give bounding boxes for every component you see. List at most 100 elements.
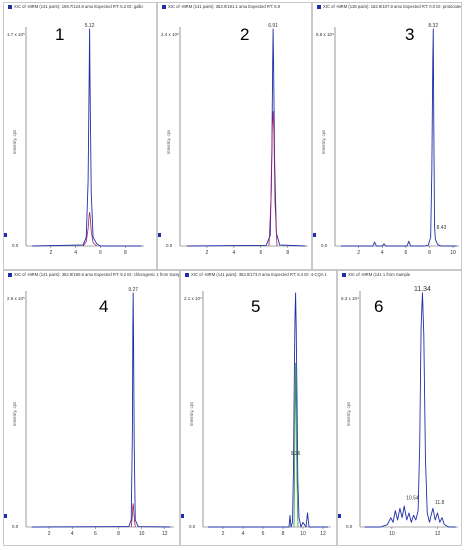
x-tick-label: 4 — [74, 250, 77, 256]
legend-square-icon — [185, 272, 189, 277]
chromatogram-trace-signal — [186, 28, 306, 247]
y-max-label: 6.3 x 10⁴ — [341, 296, 359, 301]
x-tick-label: 12 — [162, 531, 168, 537]
chromatogram-trace-overlay_green — [293, 362, 299, 528]
axis-marker-icon — [158, 233, 161, 237]
x-tick-label: 6 — [99, 250, 102, 256]
plot-area: 2 4 6 8 10 12 9.27 — [25, 287, 174, 537]
panel-title-text: XIC of -MRM (141 pairs): 352.9/190.8 amu… — [14, 272, 180, 277]
chart-panel-5: XIC of -MRM (141 pairs): 353.0/173.0 amu… — [180, 270, 337, 546]
x-tick-label: 6 — [259, 250, 262, 256]
peak-label: 11.34 — [414, 286, 431, 293]
axis-marker-icon — [338, 514, 341, 518]
panel-title: XIC of -MRM (141 pairs): 169.7/124.8 amu… — [8, 4, 143, 9]
peak-label: 11.8 — [435, 500, 445, 506]
x-tick-label: 4 — [242, 531, 245, 537]
panel-title-text: XIC of -MRM (138 pairs): 152.9/107.8 amu… — [323, 4, 462, 9]
y-max-label: 2.1 x 10⁴ — [184, 296, 202, 301]
panel-number: 4 — [99, 297, 109, 316]
x-tick-label: 8 — [124, 250, 127, 256]
peak-label: 6.91 — [268, 23, 278, 29]
legend-square-icon — [342, 272, 346, 277]
peak-label: 9.26 — [291, 451, 301, 457]
panel-title: XIC of -MRM (141 pairs): 352.9/190.8 amu… — [8, 272, 180, 277]
legend-square-icon — [162, 4, 166, 9]
plot-area: 10 12 11.34 10.54 11.8 — [359, 286, 458, 537]
x-tick-label: 2 — [206, 250, 209, 256]
plot-area: 2 4 6 8 10 8.32 8.43 — [334, 23, 459, 256]
x-tick-label: 4 — [233, 250, 236, 256]
chart-panel-4: XIC of -MRM (141 pairs): 352.9/190.8 amu… — [3, 270, 180, 546]
y-zero-label: 0.0 — [12, 243, 19, 248]
panel-number: 6 — [374, 297, 384, 316]
panel-number: 1 — [55, 25, 65, 44]
panel-number: 5 — [251, 297, 261, 316]
legend-square-icon — [317, 4, 321, 9]
y-zero-label: 0.0 — [346, 524, 353, 529]
x-tick-label: 6 — [262, 531, 265, 537]
y-max-label: 8.8 x 10⁴ — [316, 32, 334, 37]
y-max-label: 2.4 x 10⁵ — [161, 32, 179, 37]
chart-panel-1: XIC of -MRM (141 pairs): 169.7/124.8 amu… — [3, 2, 157, 270]
panel-title: XIC of -MRM (138 pairs): 152.9/107.8 amu… — [317, 4, 462, 9]
axis-marker-icon — [4, 233, 7, 237]
y-zero-label: 0.0 — [189, 524, 196, 529]
plot-area: 2 4 6 8 6.91 — [179, 23, 308, 256]
plot-area: 2 4 6 8 10 12 9.26 — [202, 291, 331, 537]
chart-panel-3: XIC of -MRM (138 pairs): 152.9/107.8 amu… — [312, 2, 462, 270]
panel-title-text: XIC of -MRM (141 1 from Sample — [348, 272, 411, 277]
peak-label: 10.54 — [406, 495, 419, 501]
legend-square-icon — [8, 4, 12, 9]
chromatogram-trace-signal — [31, 292, 171, 528]
x-tick-label: 2 — [222, 531, 225, 537]
panel-title: XIC of -MRM (141 pairs): 353.0/173.0 amu… — [185, 272, 327, 277]
x-tick-label: 6 — [94, 531, 97, 537]
chromatogram-trace-signal — [364, 292, 456, 528]
panel-number: 2 — [240, 25, 250, 44]
panel-title: XIC of -MRM (141 pairs): 353.0/191.1 amu… — [162, 4, 280, 9]
x-tick-label: 6 — [404, 250, 407, 256]
x-tick-label: 8 — [117, 531, 120, 537]
x-tick-label: 10 — [139, 531, 145, 537]
chart-panel-2: XIC of -MRM (141 pairs): 353.0/191.1 amu… — [157, 2, 312, 270]
chromatogram-trace-signal — [340, 28, 457, 247]
panel-title: XIC of -MRM (141 1 from Sample — [342, 272, 410, 277]
x-tick-label: 8 — [428, 250, 431, 256]
axis-marker-icon — [181, 514, 184, 518]
x-tick-label: 2 — [48, 531, 51, 537]
peak-label: 5.12 — [85, 23, 95, 29]
y-zero-label: 0.0 — [321, 243, 328, 248]
x-tick-label: 12 — [435, 531, 441, 537]
x-tick-label: 10 — [300, 531, 306, 537]
y-max-label: 2.9 x 10⁵ — [7, 296, 25, 301]
panel-title-text: XIC of -MRM (141 pairs): 169.7/124.8 amu… — [14, 4, 144, 9]
axis-marker-icon — [4, 514, 7, 518]
plot-area: 2 4 6 8 5.12 — [25, 23, 144, 256]
x-tick-label: 12 — [320, 531, 326, 537]
x-tick-label: 2 — [49, 250, 52, 256]
peak-label: 8.43 — [437, 225, 447, 231]
x-tick-label: 8 — [282, 531, 285, 537]
chromatogram-trace-overlay — [82, 211, 98, 247]
y-zero-label: 0.0 — [166, 243, 173, 248]
x-tick-label: 2 — [357, 250, 360, 256]
x-tick-label: 4 — [71, 531, 74, 537]
peak-label: 8.32 — [428, 23, 438, 29]
axis-marker-icon — [313, 233, 316, 237]
chart-panel-6: XIC of -MRM (141 1 from Sample 6.3 x 10⁴ I… — [337, 270, 462, 546]
y-max-label: 1.7 x 10⁵ — [7, 32, 25, 37]
x-tick-label: 4 — [381, 250, 384, 256]
x-tick-label: 8 — [286, 250, 289, 256]
peak-label: 9.27 — [128, 287, 138, 293]
chromatogram-trace-signal — [208, 292, 328, 528]
x-tick-label: 10 — [389, 531, 395, 537]
x-tick-label: 10 — [450, 250, 456, 256]
panel-title-text: XIC of -MRM (141 pairs): 353.0/191.1 amu… — [168, 4, 281, 9]
legend-square-icon — [8, 272, 12, 277]
y-zero-label: 0.0 — [12, 524, 19, 529]
panel-number: 3 — [405, 25, 415, 44]
chromatogram-trace-overlay — [268, 111, 278, 247]
chromatogram-trace-overlay — [130, 503, 136, 528]
chromatogram-trace-signal — [32, 28, 142, 247]
